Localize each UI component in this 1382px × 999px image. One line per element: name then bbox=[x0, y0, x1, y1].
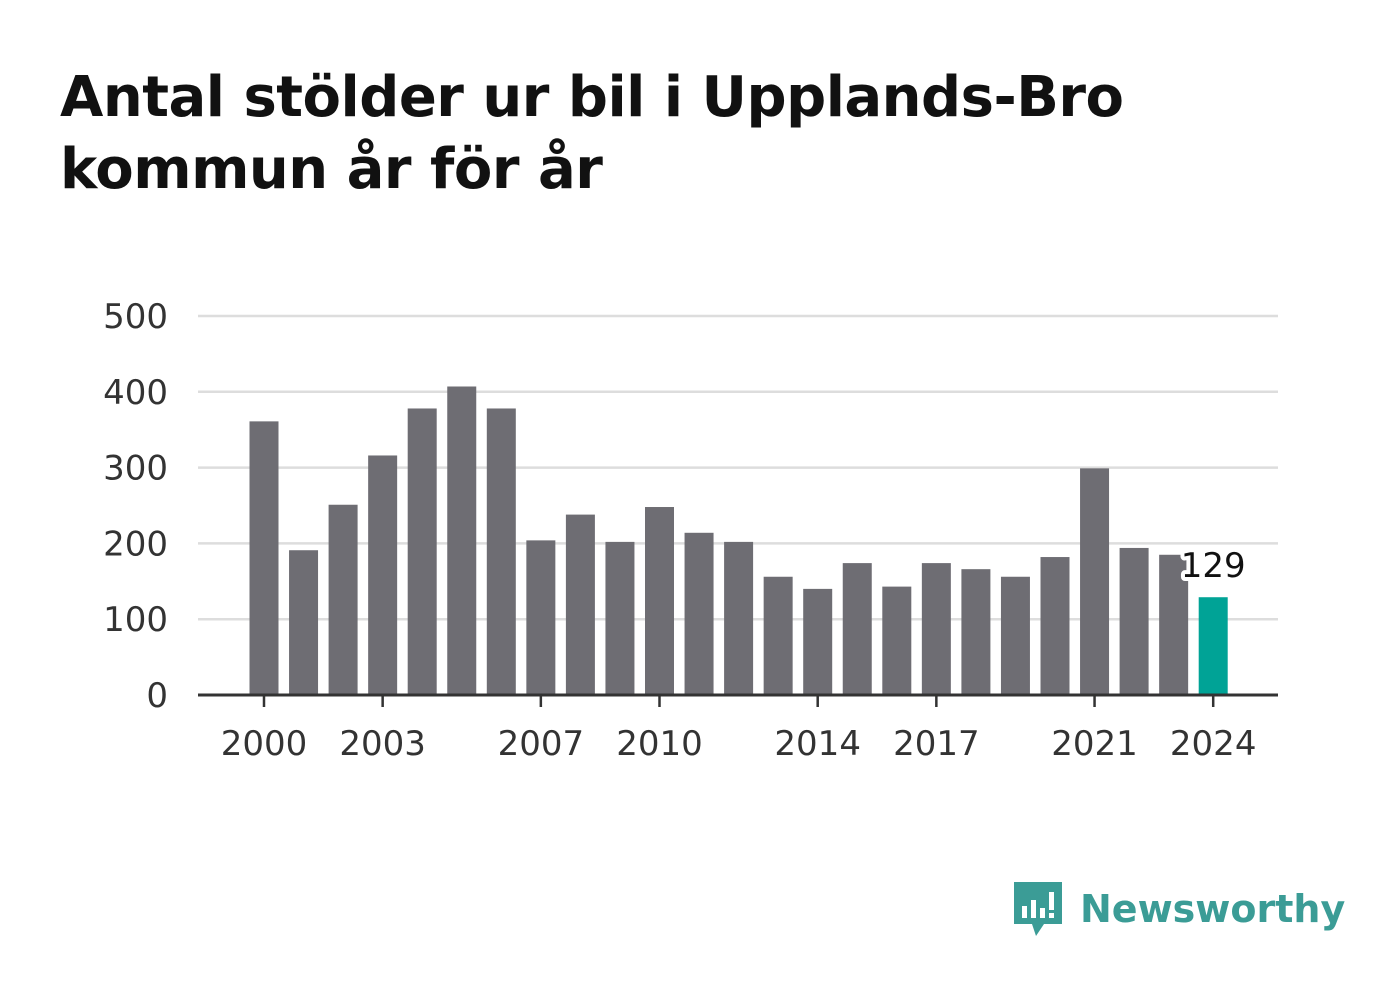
y-tick-label: 300 bbox=[103, 449, 168, 489]
brand-name: Newsworthy bbox=[1080, 887, 1346, 931]
bar bbox=[249, 421, 279, 695]
bar bbox=[368, 455, 398, 695]
bar bbox=[724, 541, 754, 695]
x-tick-label: 2017 bbox=[893, 724, 980, 764]
bar bbox=[407, 408, 437, 695]
labels: 0 100 200 300 400 500 2000 2003 2007 2010 2014 2017… bbox=[103, 297, 1256, 764]
x-tick-label: 2007 bbox=[498, 724, 585, 764]
bar bbox=[447, 386, 477, 695]
bar bbox=[1119, 547, 1149, 695]
bars bbox=[249, 386, 1228, 695]
y-tick-label: 400 bbox=[103, 373, 168, 413]
bar bbox=[803, 588, 833, 695]
x-tick-label: 2014 bbox=[774, 724, 861, 764]
bar bbox=[882, 586, 912, 695]
bar bbox=[526, 540, 556, 695]
bar bbox=[645, 507, 674, 695]
x-tick-label: 2000 bbox=[221, 724, 308, 764]
bar bbox=[486, 408, 516, 695]
x-axis bbox=[198, 693, 1278, 707]
bar bbox=[289, 550, 319, 695]
bar bbox=[1040, 557, 1070, 695]
bar-highlight bbox=[1198, 597, 1228, 695]
y-tick-label: 100 bbox=[103, 600, 168, 640]
highlight-value-label: 129 bbox=[1181, 546, 1246, 586]
y-tick-label: 500 bbox=[103, 297, 168, 337]
y-tick-label: 200 bbox=[103, 524, 168, 564]
bar bbox=[842, 563, 872, 695]
bar bbox=[1080, 468, 1110, 695]
newsworthy-logo-icon bbox=[1014, 882, 1062, 936]
x-tick-label: 2010 bbox=[616, 724, 703, 764]
newsworthy-logo: Newsworthy bbox=[1010, 878, 1345, 940]
bar bbox=[605, 541, 635, 695]
bar bbox=[961, 569, 991, 695]
x-tick-label: 2024 bbox=[1170, 724, 1257, 764]
bar bbox=[1000, 576, 1030, 695]
y-tick-label: 0 bbox=[146, 676, 168, 716]
bar bbox=[684, 532, 714, 695]
bar bbox=[763, 576, 793, 695]
x-tick-label: 2021 bbox=[1051, 724, 1138, 764]
chart-title: Antal stölder ur bil i Upplands-Bro komm… bbox=[60, 65, 1124, 202]
bar bbox=[921, 563, 951, 695]
x-tick-label: 2003 bbox=[339, 724, 426, 764]
bar bbox=[565, 514, 595, 695]
bar bbox=[1159, 554, 1189, 695]
bar bbox=[328, 504, 358, 695]
